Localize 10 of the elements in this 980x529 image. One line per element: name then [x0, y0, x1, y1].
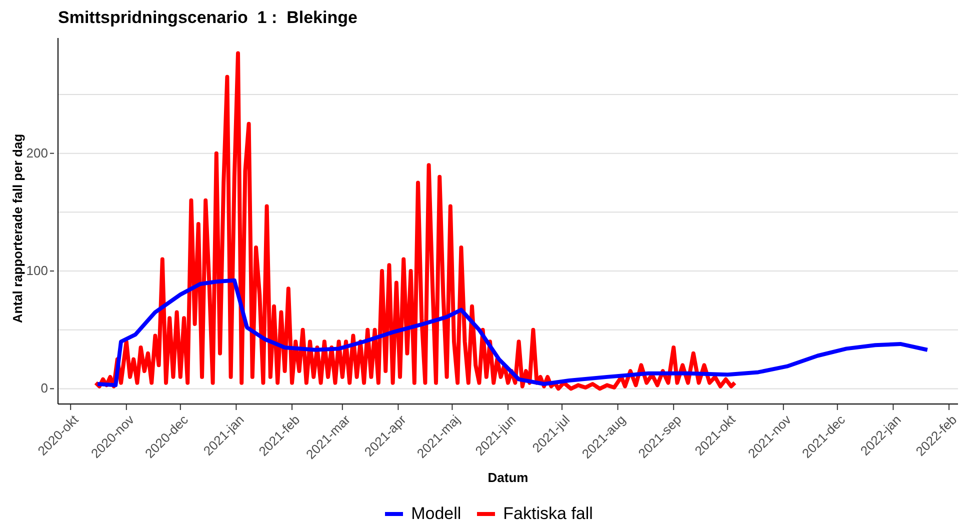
y-tick-label: 100 [26, 263, 48, 278]
line-series [96, 278, 930, 388]
y-tick-label: 0 [40, 380, 48, 396]
x-axis-title: Datum [488, 470, 528, 485]
y-axis-title: Antal rapporterade fall per dag [10, 133, 26, 323]
chart-title: Smittspridningscenario 1 : Blekinge [57, 8, 358, 29]
line-series [94, 51, 737, 391]
legend-label: Faktiska fall [503, 504, 593, 524]
legend-label: Modell [411, 504, 462, 524]
y-tick-label: 200 [26, 145, 48, 160]
